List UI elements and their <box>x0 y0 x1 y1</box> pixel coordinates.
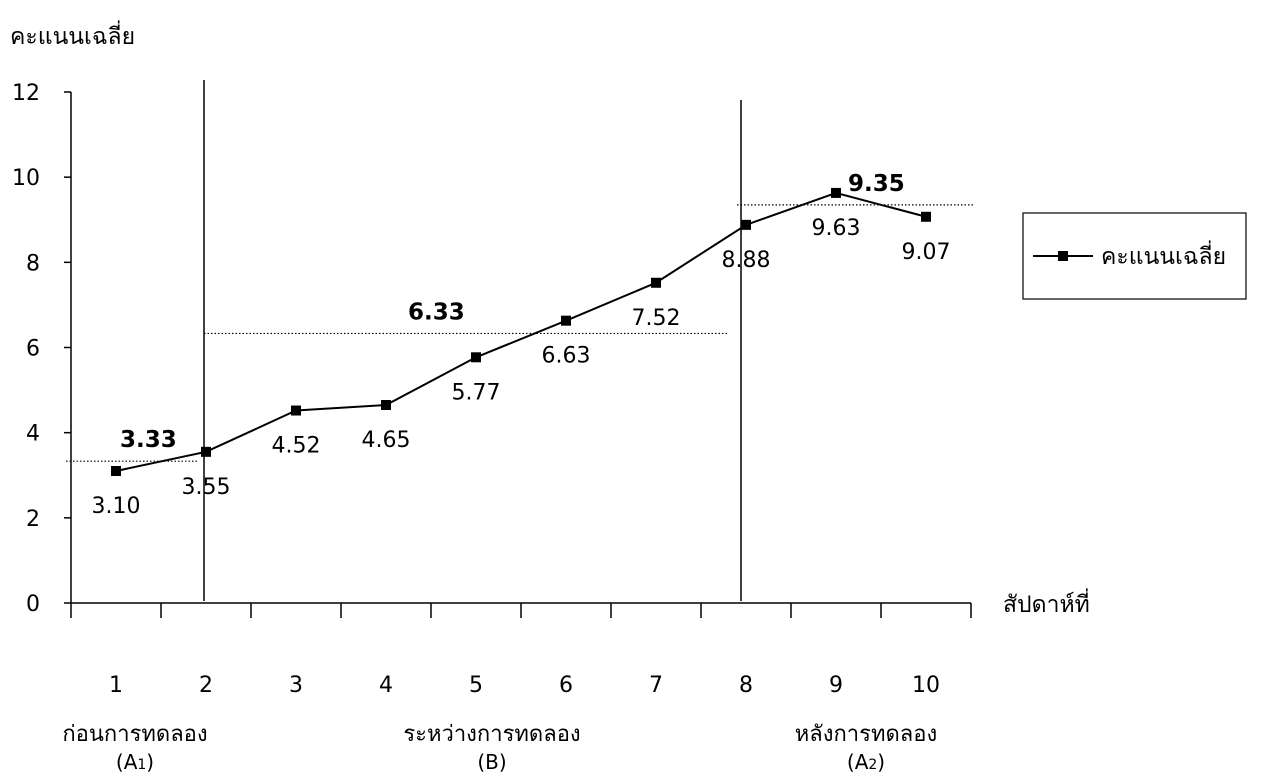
phase-code: (A1) <box>116 750 154 774</box>
phase-mean-label: 9.35 <box>848 171 905 197</box>
data-label: 3.10 <box>92 494 141 519</box>
legend: คะแนนเฉลี่ย <box>1022 212 1247 300</box>
legend-label: คะแนนเฉลี่ย <box>1101 240 1226 270</box>
x-tick-label: 10 <box>912 673 940 698</box>
phase-label: หลังการทดลอง <box>795 722 937 747</box>
x-tick-label: 3 <box>289 673 303 698</box>
x-ticks: 1 2 3 4 5 6 7 8 9 10 <box>70 603 972 698</box>
phase-code: (B) <box>477 750 506 774</box>
data-label: 7.52 <box>632 306 681 331</box>
y-axis-title: คะแนนเฉลี่ย <box>10 20 135 50</box>
x-tick-label: 5 <box>469 673 483 698</box>
y-tick-label: 12 <box>12 81 40 106</box>
y-tick-label: 2 <box>26 507 40 532</box>
data-point <box>201 446 211 457</box>
phase-label: ก่อนการทดลอง <box>62 722 207 747</box>
phase-code-subscript: 1 <box>137 757 146 773</box>
y-ticks: 0 2 4 6 8 10 12 <box>12 81 71 617</box>
data-label: 8.88 <box>722 248 771 273</box>
x-tick-label: 2 <box>199 673 213 698</box>
x-tick-label: 4 <box>379 673 393 698</box>
data-label: 4.65 <box>362 428 411 453</box>
series-line <box>115 191 927 472</box>
x-tick-label: 7 <box>649 673 663 698</box>
data-point <box>831 187 841 198</box>
x-tick-label: 8 <box>739 673 753 698</box>
data-point <box>291 405 301 416</box>
data-point <box>651 277 661 288</box>
data-point <box>111 465 121 476</box>
phases: 3.33 ก่อนการทดลอง (A1) 6.33 ระหว่างการทดลอง (… <box>62 80 974 774</box>
data-point <box>381 399 391 410</box>
data-point <box>471 352 481 363</box>
y-tick-label: 8 <box>26 251 40 276</box>
data-point <box>561 315 571 326</box>
y-tick-label: 4 <box>26 422 40 447</box>
phase-label: ระหว่างการทดลอง <box>403 722 580 747</box>
data-label: 4.52 <box>272 434 321 459</box>
axes <box>70 92 971 604</box>
phase-mean-label: 3.33 <box>120 427 177 453</box>
phase-code: (A2) <box>847 750 885 774</box>
y-tick-label: 6 <box>26 337 40 362</box>
x-tick-label: 6 <box>559 673 573 698</box>
data-label: 9.07 <box>902 240 951 265</box>
phase-code-subscript: 2 <box>868 757 877 773</box>
phase-mean-label: 6.33 <box>408 299 465 325</box>
data-point <box>741 219 751 230</box>
x-tick-label: 1 <box>109 673 123 698</box>
data-label: 3.55 <box>182 475 231 500</box>
y-tick-label: 10 <box>12 166 40 191</box>
series: 3.10 3.55 4.52 4.65 5.77 6.63 7.52 8.88 9.63 9.07 <box>92 187 951 519</box>
x-tick-label: 9 <box>829 673 843 698</box>
legend-marker <box>1058 251 1068 261</box>
y-tick-label: 0 <box>26 592 40 617</box>
data-label: 6.63 <box>542 344 591 369</box>
data-label: 9.63 <box>812 216 861 241</box>
x-axis-title: สัปดาห์ที่ <box>1003 588 1090 618</box>
data-label: 5.77 <box>452 380 501 405</box>
data-point <box>921 211 931 222</box>
